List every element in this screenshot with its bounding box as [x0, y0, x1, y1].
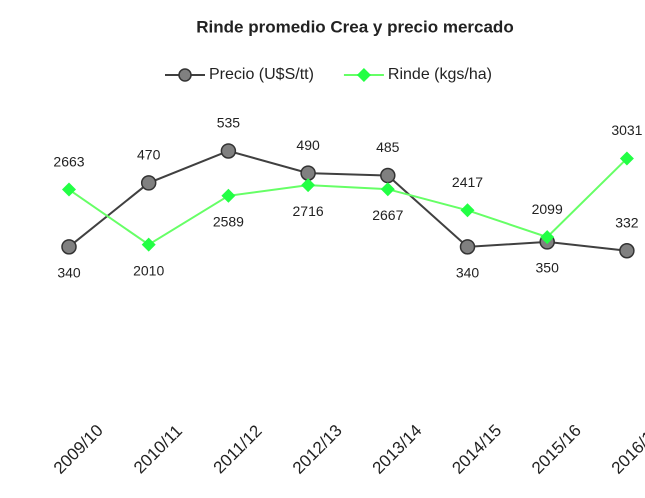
data-label: 2099 [532, 201, 563, 217]
data-label: 332 [615, 214, 639, 230]
x-tick-label: 2013/14 [369, 421, 426, 478]
data-label: 340 [456, 265, 480, 281]
chart-title: Rinde promedio Crea y precio mercado [196, 17, 513, 36]
x-tick-label: 2014/15 [448, 421, 505, 478]
marker [220, 143, 237, 159]
marker [380, 167, 396, 184]
series-line [68, 149, 628, 252]
x-tick-label: 2009/10 [50, 421, 107, 478]
series-line [68, 157, 628, 246]
data-label: 470 [137, 147, 161, 163]
marker [300, 165, 316, 181]
marker [62, 182, 76, 197]
marker [221, 188, 236, 203]
marker [61, 239, 77, 255]
data-label: 2417 [452, 174, 483, 190]
x-tick-label: 2016/17 [608, 421, 645, 478]
marker [619, 243, 635, 259]
data-label: 2589 [213, 213, 244, 229]
marker [301, 178, 316, 193]
x-tick-label: 2012/13 [289, 421, 346, 478]
x-tick-label: 2010/11 [130, 421, 186, 477]
data-label: 340 [57, 265, 81, 281]
x-tick-label: 2011/12 [210, 421, 266, 477]
data-label: 3031 [611, 122, 642, 138]
data-label: 2667 [372, 207, 403, 223]
legend-marker [178, 68, 192, 82]
data-label: 2010 [133, 262, 164, 278]
legend-label: Precio (U$S/tt) [209, 66, 314, 83]
legend-marker [356, 68, 371, 82]
data-label: 490 [296, 137, 320, 153]
data-label: 535 [217, 115, 241, 131]
data-label: 2663 [53, 153, 84, 169]
x-tick-label: 2015/16 [528, 421, 585, 478]
marker [619, 151, 634, 166]
data-label: 2716 [293, 203, 324, 219]
data-label: 350 [536, 260, 560, 276]
marker [540, 230, 555, 245]
marker [141, 237, 156, 252]
marker [460, 203, 475, 218]
marker [140, 175, 157, 191]
marker [380, 182, 395, 197]
marker [459, 239, 476, 255]
data-label: 485 [376, 139, 400, 155]
legend-label: Rinde (kgs/ha) [388, 66, 492, 83]
